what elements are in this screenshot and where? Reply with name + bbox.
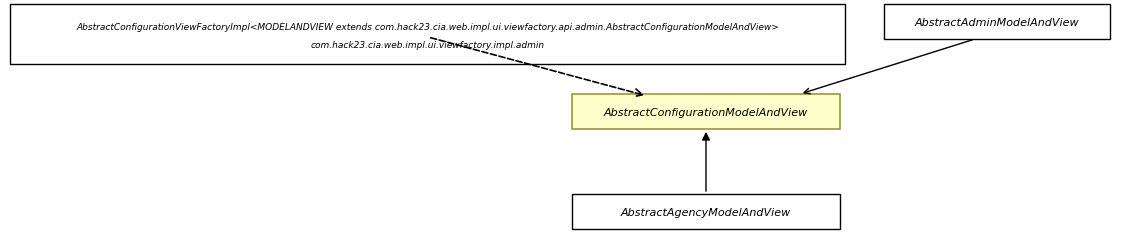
Bar	[572, 194, 840, 229]
Bar	[572, 94, 840, 130]
Text: AbstractAdminModelAndView: AbstractAdminModelAndView	[915, 18, 1079, 28]
Text: AbstractAgencyModelAndView: AbstractAgencyModelAndView	[621, 207, 791, 217]
Text: AbstractConfigurationViewFactoryImpl<MODELANDVIEW extends com.hack23.cia.web.imp: AbstractConfigurationViewFactoryImpl<MOD…	[76, 24, 779, 32]
Text: AbstractConfigurationModelAndView: AbstractConfigurationModelAndView	[604, 107, 809, 117]
Bar	[884, 5, 1110, 40]
Bar	[10, 5, 844, 65]
Text: com.hack23.cia.web.impl.ui.viewfactory.impl.admin: com.hack23.cia.web.impl.ui.viewfactory.i…	[310, 40, 545, 49]
